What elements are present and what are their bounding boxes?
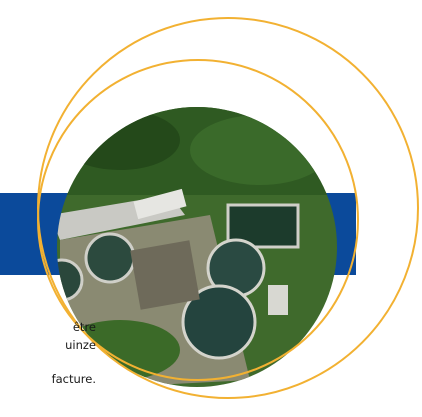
aerial-photo [57, 107, 337, 387]
text-line: être [72, 320, 96, 334]
orange-ring-outer [37, 17, 419, 399]
text-line: uinze [65, 338, 96, 352]
text-line: facture. [51, 372, 96, 386]
